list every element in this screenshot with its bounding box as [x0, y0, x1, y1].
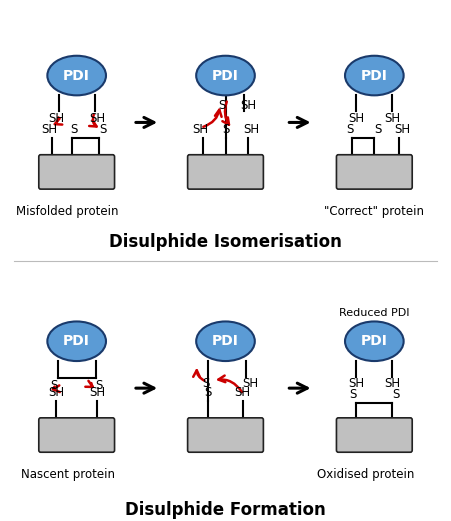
Text: S: S [346, 123, 353, 135]
Text: Misfolded protein: Misfolded protein [16, 205, 119, 217]
Text: SH: SH [242, 378, 258, 390]
Text: SH: SH [89, 112, 105, 125]
Text: PDI: PDI [212, 69, 239, 82]
Text: PDI: PDI [212, 334, 239, 348]
Text: SH: SH [48, 112, 64, 125]
FancyBboxPatch shape [39, 418, 115, 452]
Text: SH: SH [395, 123, 411, 135]
FancyBboxPatch shape [336, 418, 412, 452]
FancyBboxPatch shape [39, 155, 115, 189]
Text: SH: SH [240, 100, 256, 112]
Text: SH: SH [235, 386, 251, 399]
Text: SH: SH [348, 112, 364, 125]
Text: S: S [392, 388, 400, 401]
Ellipse shape [196, 56, 255, 95]
Text: S: S [374, 123, 382, 135]
Text: PDI: PDI [63, 69, 90, 82]
Text: Reduced PDI: Reduced PDI [339, 307, 410, 318]
Text: Disulphide Isomerisation: Disulphide Isomerisation [109, 233, 342, 251]
Text: Oxidised protein: Oxidised protein [317, 468, 414, 480]
Text: S: S [205, 386, 212, 399]
Ellipse shape [196, 321, 255, 361]
Text: PDI: PDI [361, 69, 388, 82]
Text: S: S [218, 100, 226, 112]
FancyBboxPatch shape [188, 418, 263, 452]
Text: S: S [222, 123, 229, 135]
Ellipse shape [345, 321, 404, 361]
Text: PDI: PDI [63, 334, 90, 348]
Text: SH: SH [348, 378, 364, 390]
Text: SH: SH [384, 112, 400, 125]
Text: S: S [202, 378, 210, 390]
Text: SH: SH [193, 123, 209, 135]
Ellipse shape [345, 56, 404, 95]
Ellipse shape [47, 56, 106, 95]
Text: S: S [349, 388, 356, 401]
Text: SH: SH [244, 123, 260, 135]
FancyBboxPatch shape [336, 155, 412, 189]
Text: S: S [71, 123, 78, 135]
Text: "Correct" protein: "Correct" protein [324, 205, 424, 217]
Text: S: S [96, 379, 103, 392]
Text: Nascent protein: Nascent protein [21, 468, 115, 480]
Text: SH: SH [384, 378, 400, 390]
Text: Disulphide Formation: Disulphide Formation [125, 501, 326, 518]
Ellipse shape [47, 321, 106, 361]
FancyBboxPatch shape [188, 155, 263, 189]
Text: S: S [51, 379, 58, 392]
Text: S: S [99, 123, 106, 135]
Text: PDI: PDI [361, 334, 388, 348]
Text: SH: SH [48, 386, 64, 399]
Text: SH: SH [41, 123, 58, 135]
Text: SH: SH [89, 386, 105, 399]
